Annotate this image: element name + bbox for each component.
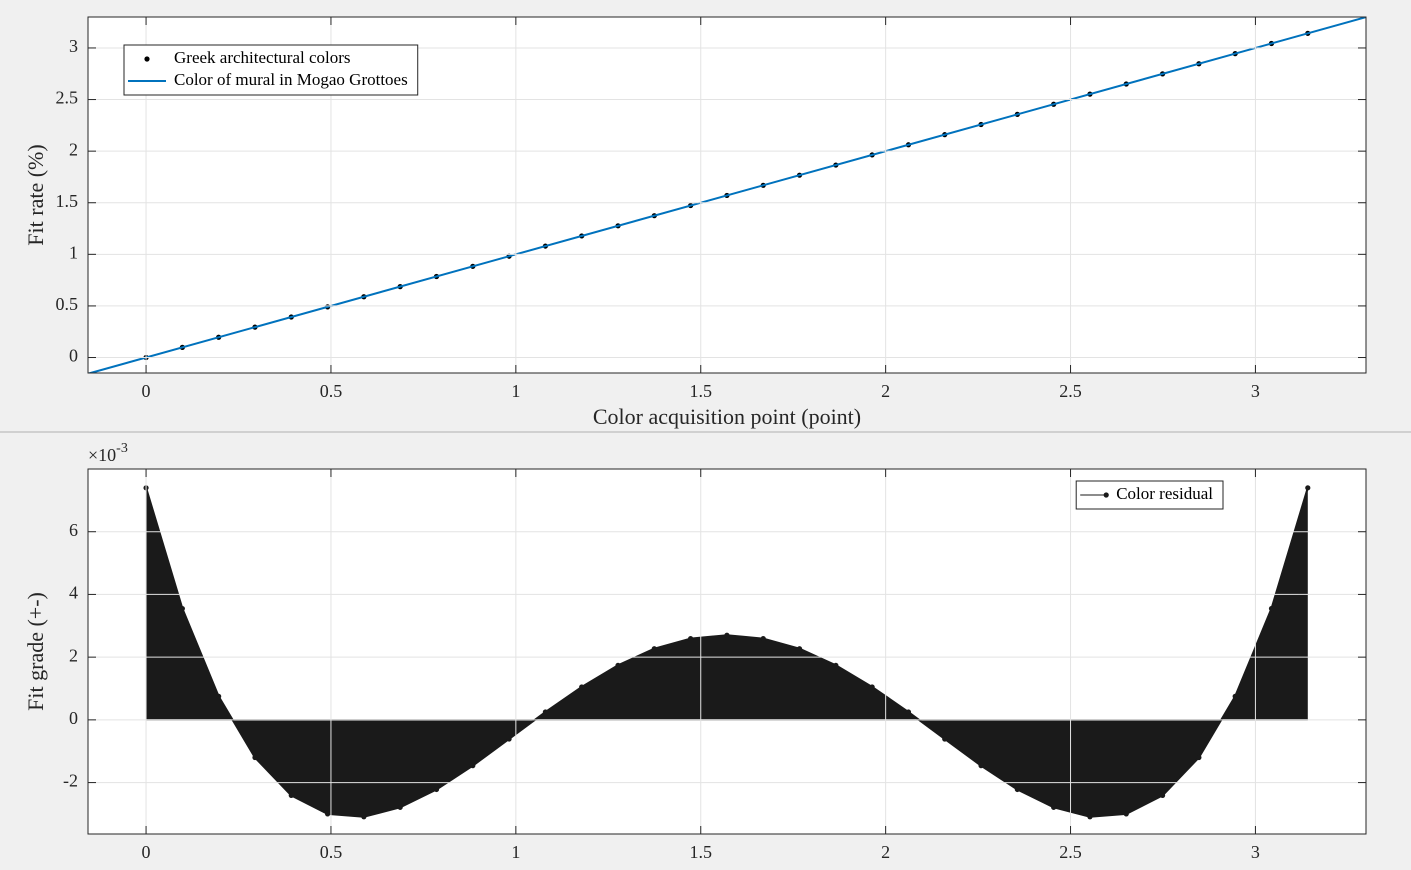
data-point bbox=[216, 693, 222, 699]
data-point bbox=[1123, 811, 1129, 817]
data-point bbox=[1087, 814, 1093, 820]
y-tick-label: 6 bbox=[69, 520, 78, 540]
y-multiplier: ×10-3 bbox=[88, 441, 128, 465]
y-axis-label: Fit rate (%) bbox=[23, 144, 48, 245]
multiplier-power: -3 bbox=[116, 441, 128, 456]
x-tick-label: 0.5 bbox=[320, 381, 343, 401]
data-point bbox=[1159, 792, 1166, 799]
legend-label: Color of mural in Mogao Grottoes bbox=[174, 70, 408, 89]
y-tick-label: 2 bbox=[69, 139, 78, 159]
data-point bbox=[688, 636, 694, 642]
y-tick-label: 1.5 bbox=[56, 191, 79, 211]
data-point bbox=[760, 636, 766, 642]
y-tick-label: 3 bbox=[69, 36, 78, 56]
legend-label: Color residual bbox=[1116, 484, 1213, 503]
data-point bbox=[651, 646, 657, 652]
data-point bbox=[470, 763, 476, 769]
data-point bbox=[179, 605, 185, 612]
data-point bbox=[433, 786, 440, 793]
data-point bbox=[1268, 605, 1275, 612]
data-point bbox=[1014, 786, 1020, 793]
y-axis-label: Fit grade (+-) bbox=[23, 592, 48, 711]
data-point bbox=[615, 662, 621, 668]
y-tick-label: 2.5 bbox=[56, 88, 79, 108]
x-axis-label: Color acquisition point (point) bbox=[593, 404, 861, 429]
data-point bbox=[1305, 485, 1311, 491]
y-tick-label: -2 bbox=[63, 771, 78, 791]
x-tick-label: 2 bbox=[881, 842, 890, 862]
data-point bbox=[833, 662, 839, 668]
x-tick-label: 1.5 bbox=[689, 842, 712, 862]
data-point bbox=[796, 646, 803, 652]
x-tick-label: 0.5 bbox=[320, 842, 343, 862]
data-point bbox=[905, 709, 912, 715]
legend-marker bbox=[1103, 492, 1109, 498]
legend-label: Greek architectural colors bbox=[174, 48, 351, 67]
data-point bbox=[397, 804, 403, 810]
data-point bbox=[942, 736, 948, 742]
x-tick-label: 0 bbox=[142, 381, 151, 401]
x-tick-label: 1 bbox=[511, 842, 520, 862]
data-point bbox=[288, 792, 294, 799]
x-tick-label: 2.5 bbox=[1059, 842, 1082, 862]
data-point bbox=[978, 763, 984, 769]
x-tick-label: 3 bbox=[1251, 842, 1260, 862]
y-tick-label: 0.5 bbox=[56, 294, 79, 314]
data-point bbox=[1196, 754, 1202, 761]
plot-area bbox=[88, 17, 1366, 373]
data-point bbox=[324, 811, 331, 817]
data-point bbox=[579, 684, 585, 690]
data-point bbox=[724, 632, 730, 638]
x-tick-label: 1.5 bbox=[689, 381, 712, 401]
legend: Color residual bbox=[1075, 480, 1224, 510]
x-tick-label: 3 bbox=[1251, 381, 1260, 401]
x-tick-label: 2.5 bbox=[1059, 381, 1082, 401]
x-tick-label: 2 bbox=[881, 381, 890, 401]
data-point bbox=[1232, 693, 1238, 699]
data-point bbox=[361, 814, 367, 820]
multiplier-base: ×10 bbox=[88, 445, 116, 465]
data-point bbox=[506, 736, 512, 742]
data-point bbox=[252, 754, 258, 761]
legend-box bbox=[123, 44, 419, 96]
legend-marker bbox=[144, 56, 150, 62]
data-point bbox=[1051, 804, 1057, 810]
residual-area bbox=[146, 487, 1308, 817]
y-tick-label: 1 bbox=[69, 242, 78, 262]
y-tick-label: 2 bbox=[69, 645, 78, 665]
y-tick-label: 0 bbox=[69, 708, 78, 728]
y-tick-label: 4 bbox=[69, 583, 78, 603]
series-line bbox=[88, 17, 1366, 373]
y-tick-label: 0 bbox=[69, 346, 78, 366]
axes-box bbox=[87, 16, 1367, 374]
legend: Greek architectural colors Color of mural… bbox=[123, 44, 419, 96]
axes-box bbox=[87, 468, 1367, 835]
x-tick-label: 0 bbox=[142, 842, 151, 862]
data-point bbox=[869, 684, 875, 690]
data-point bbox=[542, 709, 548, 715]
x-tick-label: 1 bbox=[511, 381, 520, 401]
